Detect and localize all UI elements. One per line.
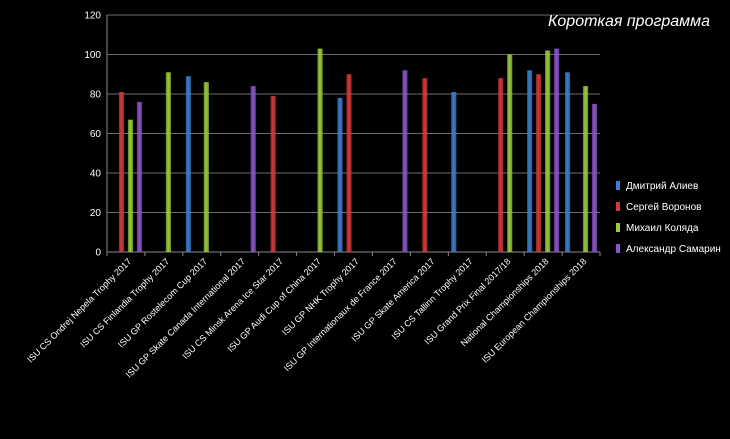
y-tick-label: 40: [90, 169, 102, 180]
y-tick-label: 60: [90, 129, 102, 140]
legend-label: Дмитрий Алиев: [626, 181, 698, 192]
legend-swatch: [616, 244, 620, 253]
bar: [564, 72, 571, 253]
bar: [582, 86, 589, 252]
legend-label: Михаил Коляда: [626, 223, 699, 234]
legend-swatch: [616, 181, 620, 190]
bar: [165, 72, 171, 253]
y-tick-label: 100: [84, 50, 101, 61]
bar: [527, 70, 533, 252]
bar: [507, 54, 513, 252]
bar: [203, 82, 209, 253]
chart-title: Короткая программа: [548, 13, 710, 30]
bar: [536, 74, 542, 252]
bar: [270, 95, 276, 252]
bar: [136, 101, 143, 253]
bar: [451, 92, 457, 253]
bar: [402, 70, 408, 252]
legend-label: Сергей Воронов: [626, 202, 701, 213]
bar: [346, 74, 352, 252]
bar: [591, 103, 598, 252]
legend-label: Александр Самарин: [626, 244, 721, 255]
bar: [250, 86, 256, 252]
y-tick-label: 20: [90, 208, 102, 219]
bar: [127, 119, 134, 252]
bar: [337, 97, 343, 252]
y-tick-label: 80: [90, 90, 102, 101]
y-axis: 0 20 40 60 80 100 120: [84, 11, 108, 259]
bar: [422, 78, 428, 252]
bar: [317, 48, 323, 253]
y-tick-label: 120: [84, 11, 101, 22]
y-tick-label: 0: [95, 248, 101, 259]
legend: Дмитрий Алиев Сергей Воронов Михаил Коляда…: [616, 181, 721, 255]
legend-swatch: [616, 223, 620, 232]
bar: [545, 50, 551, 252]
bar: [554, 48, 560, 253]
bar: [185, 76, 191, 252]
bar: [498, 78, 504, 252]
legend-swatch: [616, 202, 620, 211]
bar: [118, 92, 125, 253]
bars: [118, 48, 598, 253]
